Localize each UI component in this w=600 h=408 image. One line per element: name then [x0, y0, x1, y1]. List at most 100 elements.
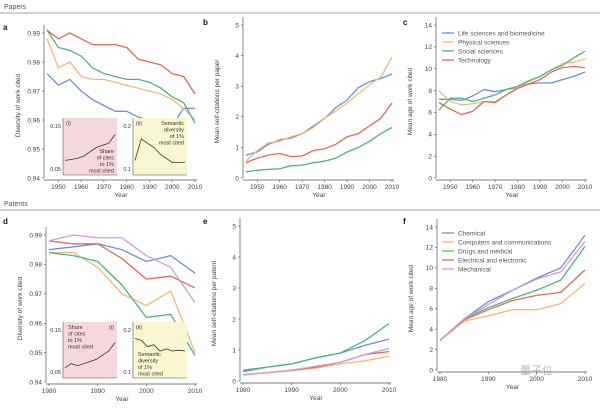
series-line-electrical-and-electronic	[242, 350, 390, 376]
panel-label: f	[403, 217, 406, 226]
legend-label: Electrical and electronic	[458, 257, 527, 264]
series-line-computers-and-communications	[439, 282, 586, 341]
inset-label: Share	[68, 325, 83, 331]
inset-y-tick-label: 0.15	[50, 328, 61, 334]
x-axis-label: Year	[309, 395, 323, 402]
x-tick-label: 1990	[481, 376, 496, 383]
x-axis-label: Year	[115, 396, 129, 403]
inset-label: Share	[99, 149, 114, 155]
y-tick-label: 0.95	[29, 350, 42, 357]
inset-line	[134, 138, 186, 164]
x-tick-label: 1950	[51, 184, 66, 191]
inset-background	[63, 118, 117, 175]
inset-label: of cites	[97, 156, 115, 162]
inset-y-tick-label: 0.1	[123, 370, 131, 376]
x-axis-label: Year	[312, 192, 326, 199]
y-tick-label: 0.95	[27, 146, 40, 153]
panel-f: f 0 2 4 6 8 10 12 14 1980 1990 2000 2010 Year Mean age…	[403, 217, 593, 391]
series-line-technology	[245, 102, 393, 164]
legend-label: Mechanical	[458, 266, 491, 273]
panel-b: b 0 1 2 3 4 5 1950 1960 1970 1980 1990 2000 2010 Year M…	[203, 17, 400, 199]
legend-label: Computers and communications	[458, 239, 552, 246]
panel-a: a 0.94 0.95 0.96 0.97 0.98 0.99 1950 1960 1970 198…	[3, 23, 203, 199]
legend-label: Chemical	[458, 230, 486, 237]
series-line-social-sciences	[46, 29, 196, 124]
x-tick-label: 1980	[119, 184, 134, 191]
y-tick-label: 8	[429, 286, 433, 293]
y-tick-label: 0.99	[27, 30, 40, 37]
y-tick-label: 2	[232, 316, 236, 323]
y-tick-label: 3	[232, 285, 236, 292]
series-line-drugs-and-medical	[242, 323, 390, 373]
y-tick-label: 12	[426, 245, 434, 252]
x-tick-label: 2010	[188, 184, 203, 191]
x-tick-label: 1960	[74, 184, 89, 191]
series-line-mechanical	[439, 240, 586, 341]
y-tick-label: 0.96	[29, 321, 42, 328]
inset-label: of cites	[68, 332, 86, 338]
series-line-chemical	[48, 243, 196, 274]
x-tick-label: 2000	[139, 388, 154, 395]
inset-label: Semantic	[138, 352, 161, 358]
x-tick-label: 1990	[533, 184, 548, 191]
y-tick-label: 14	[426, 224, 434, 231]
y-tick-label: 2	[428, 153, 432, 160]
inset-tag: (i)	[66, 121, 71, 127]
legend-label: Physical sciences	[458, 39, 510, 46]
series-line-mechanical	[48, 234, 196, 303]
y-tick-label: 5	[232, 223, 236, 230]
legend-label: Social sciences	[458, 48, 504, 55]
inset-tag: (ii)	[136, 121, 142, 127]
y-tick-label: 0.98	[29, 262, 42, 269]
series-line-technology	[46, 29, 196, 95]
x-tick-label: 1990	[340, 184, 355, 191]
y-axis-label: Mean self-citations per paper	[214, 59, 221, 144]
legend-label: Drugs and medical	[458, 248, 513, 255]
x-tick-label: 1970	[97, 184, 112, 191]
inset-y-tick-label: 0.2	[123, 328, 131, 334]
panel-c: c 0 2 4 6 8 10 12 14 1950 1960 1970 1980 1990 2000 2010…	[403, 17, 593, 199]
inset-background	[133, 118, 187, 175]
y-tick-label: 0.98	[27, 59, 40, 66]
y-tick-label: 2	[429, 347, 433, 354]
inset-label: most cited	[68, 345, 93, 351]
x-tick-label: 2000	[362, 184, 377, 191]
inset-y-tick-label: 0.1	[123, 167, 131, 173]
x-tick-label: 1980	[42, 388, 57, 395]
inset-line	[134, 338, 186, 352]
inset-tag: (i)	[109, 325, 114, 331]
x-axis-label: Year	[505, 192, 519, 199]
y-tick-label: 10	[426, 265, 434, 272]
y-axis-label: Diversity of work cited	[15, 74, 22, 138]
y-tick-label: 14	[425, 22, 433, 29]
x-tick-label: 1950	[443, 184, 458, 191]
y-tick-label: 0.97	[29, 291, 42, 298]
inset-label: most cited	[138, 372, 163, 378]
inset-label: to 1%	[100, 162, 114, 168]
series-line-physical-sciences	[46, 38, 196, 121]
inset-line	[64, 134, 116, 161]
section-title-papers: Papers	[4, 4, 27, 11]
x-tick-label: 1980	[510, 184, 525, 191]
series-line-physical-sciences	[245, 56, 393, 162]
y-tick-label: 5	[235, 22, 239, 29]
y-tick-label: 0.99	[29, 232, 42, 239]
y-tick-label: 3	[235, 84, 239, 91]
inset-y-tick-label: 0.15	[50, 124, 61, 130]
x-tick-label: 2010	[188, 388, 203, 395]
panel-label: b	[203, 18, 208, 27]
y-tick-label: 4	[235, 53, 239, 60]
panel-label: a	[3, 23, 8, 32]
series-line-computers-and-communications	[49, 251, 196, 353]
series-line-electrical-and-electronic	[48, 240, 196, 289]
x-tick-label: 1970	[295, 184, 310, 191]
y-axis-label: Mean self-citations per patent	[211, 261, 218, 346]
inset-label: most cited	[89, 169, 114, 175]
y-tick-label: 6	[429, 306, 433, 313]
y-tick-label: 10	[425, 66, 433, 73]
series-line-life-sciences-and-biomedicine	[439, 71, 586, 102]
series-line-social-sciences	[245, 126, 393, 173]
x-tick-label: 2010	[578, 184, 593, 191]
